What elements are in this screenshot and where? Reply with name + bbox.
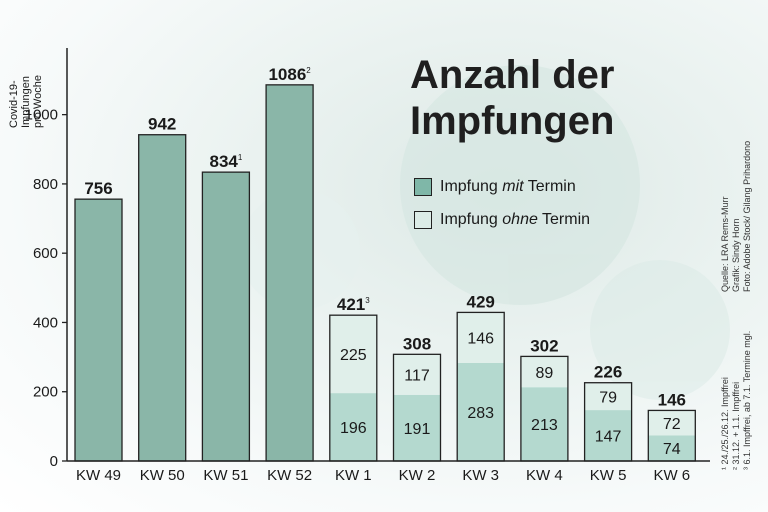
footnote-marker: 2 [306,66,311,75]
source-credit-2: Grafik: Sindy Horn [731,218,741,292]
x-tick-label: KW 6 [653,467,690,484]
x-tick-label: KW 5 [590,467,627,484]
x-tick-label: KW 49 [76,467,121,484]
bar-segment-mit-termin [393,394,441,461]
legend-label-mit: Impfung mit Termin [440,178,576,195]
source-credit-1: Quelle: LRA Rems-Murr [720,196,730,292]
footnote-1: ¹ 24./25./26.12. Impffrei [720,377,730,470]
x-tick-label: KW 4 [526,467,563,484]
bar-segment-mit-termin [329,393,377,461]
y-tick-label: 200 [33,384,58,401]
bar-mit-termin [201,171,251,462]
x-tick-label: KW 2 [399,467,436,484]
bar-segment-ohne-termin [457,312,505,363]
y-tick-label: 1000 [25,107,58,124]
bar-total-label: 942 [148,115,176,134]
legend-item-ohne: Impfung ohne Termin [414,209,590,231]
y-tick-label: 400 [33,314,58,331]
x-tick-label: KW 51 [203,467,248,484]
bar-total-label: 756 [84,179,112,198]
segment-label-ohne: 89 [536,365,554,382]
legend-swatch-mit [414,178,432,196]
x-tick-label: KW 52 [267,467,312,484]
bar-total-label: 429 [467,292,495,311]
bar-segment-ohne-termin [584,382,632,411]
legend-item-mit: Impfung mit Termin [414,176,576,198]
segment-label-ohne: 72 [663,416,681,433]
segment-label-ohne: 146 [467,331,494,348]
segment-label-mit: 191 [404,421,431,438]
chart-title-line-2: Impfungen [410,99,615,143]
chart-title-line-1: Anzahl der [410,53,615,97]
segment-label-mit: 147 [595,429,622,446]
segment-label-ohne: 225 [340,347,367,364]
y-tick-label: 600 [33,245,58,262]
bar-segment-ohne-termin [393,354,441,395]
y-tick-label: 0 [50,453,58,470]
segment-label-mit: 74 [663,441,681,458]
bar-segment-ohne-termin [520,356,568,388]
footnote-3: ³ 6.1. Impffrei, ab 7.1. Termine mgl. [742,330,752,470]
legend-label-ohne: Impfung ohne Termin [440,211,591,228]
x-tick-label: KW 50 [140,467,185,484]
bar-segment-mit-termin [584,410,632,461]
chart-title: Anzahl der Impfungen [410,52,614,144]
y-axis-title-text: Covid-19- Impfungen pro Woche [8,75,44,128]
bar-mit-termin [138,134,187,462]
bar-total-label: 308 [403,334,431,353]
bar-total-label: 146 [658,390,686,409]
y-tick-label: 800 [33,176,58,193]
segment-label-ohne: 79 [599,389,617,406]
segment-label-ohne: 117 [404,368,430,385]
bar-segment-mit-termin [648,435,696,461]
bar-total-label: 8341 [209,152,242,171]
x-tick-label: KW 3 [462,467,499,484]
footnote-2: ² 31.12. + 1.1. Impffrei [731,381,741,470]
footnote-marker: 1 [238,153,243,162]
x-tick-label: KW 1 [335,467,372,484]
segment-label-mit: 283 [467,405,494,422]
y-axis-title: Covid-19- Impfungen pro Woche [2,40,62,130]
bar-segment-ohne-termin [329,315,377,394]
bar-mit-termin [74,198,123,462]
segment-label-mit: 213 [531,417,558,434]
segment-label-mit: 196 [340,420,367,437]
bar-total-label: 10862 [268,65,311,84]
bar-total-label: 4213 [337,295,370,314]
legend-swatch-ohne [414,211,432,229]
bar-mit-termin [265,84,314,462]
bar-total-label: 302 [530,336,558,355]
source-credit-3: Foto: Adobe Stock/ Gilang Prihardono [742,140,752,292]
bar-segment-mit-termin [520,387,568,461]
bar-total-label: 226 [594,363,622,382]
bar-segment-ohne-termin [648,410,696,436]
footnote-marker: 3 [365,296,370,305]
bar-segment-mit-termin [457,362,505,461]
